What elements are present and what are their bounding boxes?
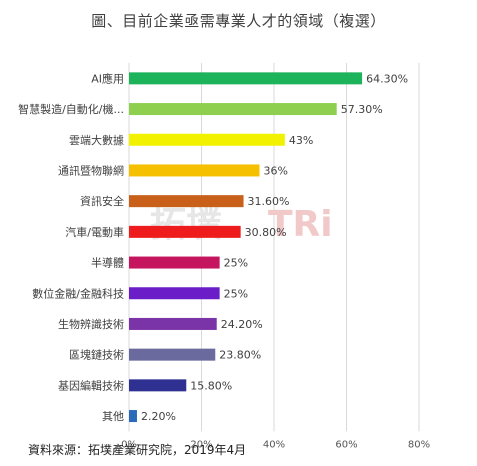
- bar: [129, 103, 337, 116]
- value-label: 36%: [264, 164, 288, 177]
- value-label: 25%: [224, 257, 248, 270]
- category-label: 數位金融/金融科技: [32, 286, 124, 300]
- value-label: 31.60%: [248, 195, 290, 208]
- bar: [129, 225, 241, 238]
- x-tick-label: 40%: [263, 439, 285, 450]
- value-label: 30.80%: [245, 226, 287, 239]
- bar: [129, 256, 220, 269]
- category-label: 半導體: [91, 256, 124, 270]
- category-label: 基因編輯技術: [58, 378, 124, 392]
- x-tick-label: 60%: [335, 439, 357, 450]
- x-tick-label: 20%: [190, 439, 212, 450]
- bar: [129, 410, 137, 423]
- x-axis-ticks: 0% 20% 40% 60% 80%: [121, 439, 430, 450]
- category-label: 區塊鏈技術: [69, 348, 124, 362]
- bar: [129, 133, 285, 146]
- category-label: 通訊暨物聯網: [58, 163, 124, 177]
- value-label: 64.30%: [366, 72, 408, 85]
- bar: [129, 195, 244, 208]
- bar: [129, 287, 220, 300]
- watermark-brand: TRi: [268, 204, 333, 245]
- value-label: 15.80%: [190, 379, 232, 392]
- value-label: 23.80%: [219, 349, 261, 362]
- value-label: 2.20%: [141, 410, 176, 423]
- category-label: 其他: [102, 410, 124, 423]
- category-label: 汽車/電動車: [65, 225, 124, 239]
- gridlines: [128, 63, 420, 432]
- category-label: AI應用: [91, 71, 124, 85]
- category-label: 生物辨識技術: [58, 317, 124, 331]
- watermark-logo: 拓墣 TRi: [150, 204, 333, 245]
- category-label: 智慧製造/自動化/機...: [18, 102, 124, 116]
- bar: [129, 72, 363, 85]
- x-tick-label: 80%: [408, 439, 430, 450]
- category-label: 雲端大數據: [69, 133, 124, 147]
- bar: [129, 379, 187, 392]
- bar: [129, 317, 217, 330]
- value-label: 43%: [289, 134, 313, 147]
- bars: [129, 72, 363, 423]
- bar: [129, 348, 216, 361]
- category-label: 資訊安全: [80, 194, 124, 208]
- value-labels: 64.30% 57.30% 43% 36% 31.60% 30.80% 25% 25% 24.2…: [141, 72, 408, 423]
- value-label: 24.20%: [221, 318, 263, 331]
- chart-title: 圖、目前企業亟需專業人才的領域（複選）: [91, 12, 386, 30]
- source-note: 資料來源：拓墣產業研究院，2019年4月: [28, 443, 247, 457]
- x-tick-label: 0%: [121, 439, 137, 450]
- bar: [129, 164, 260, 177]
- value-label: 25%: [224, 287, 248, 300]
- value-label: 57.30%: [341, 103, 383, 116]
- watermark-text: 拓墣: [150, 204, 222, 245]
